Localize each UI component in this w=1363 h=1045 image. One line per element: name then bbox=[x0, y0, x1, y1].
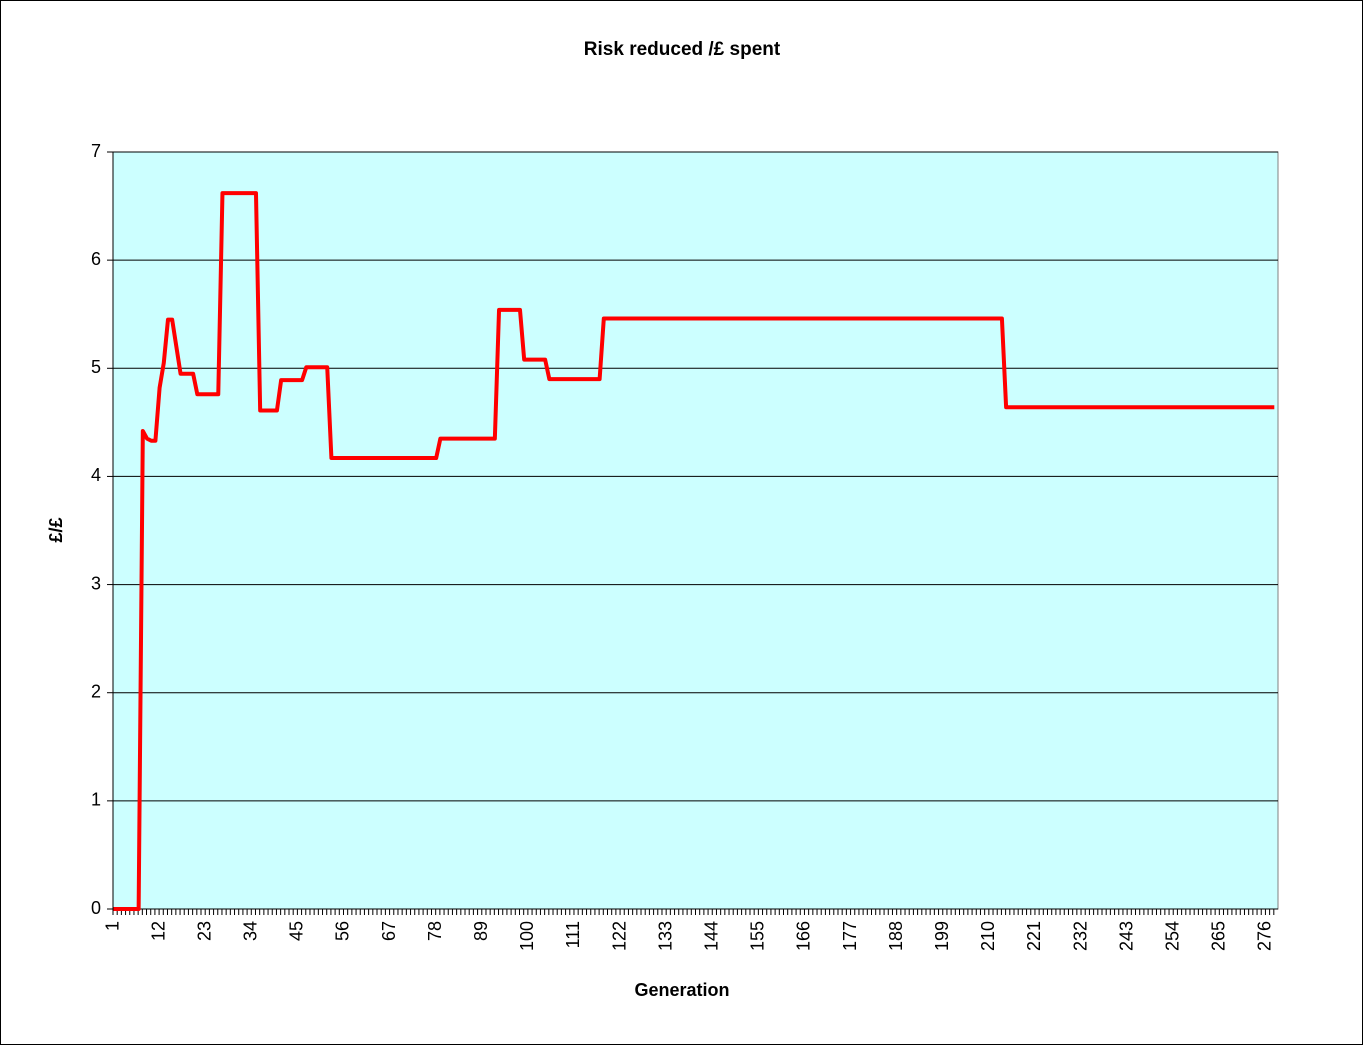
x-tick-label: 89 bbox=[471, 921, 491, 941]
x-tick-label: 188 bbox=[886, 921, 906, 951]
x-tick-label: 100 bbox=[517, 921, 537, 951]
y-tick-label: 0 bbox=[91, 898, 101, 918]
y-tick-label: 7 bbox=[91, 141, 101, 161]
x-tick-label: 177 bbox=[840, 921, 860, 951]
x-tick-label: 155 bbox=[748, 921, 768, 951]
y-tick-label: 3 bbox=[91, 573, 101, 593]
y-axis-title: £/£ bbox=[46, 517, 66, 542]
x-tick-label: 23 bbox=[194, 921, 214, 941]
x-tick-label: 133 bbox=[655, 921, 675, 951]
y-tick-label: 2 bbox=[91, 681, 101, 701]
chart-title: Risk reduced /£ spent bbox=[584, 39, 781, 60]
x-tick-label: 111 bbox=[563, 921, 583, 948]
x-tick-label: 166 bbox=[794, 921, 814, 951]
x-tick-label: 1 bbox=[102, 921, 122, 931]
data-line bbox=[113, 191, 1275, 911]
x-tick-label: 254 bbox=[1162, 921, 1182, 951]
x-tick-label: 12 bbox=[148, 921, 168, 941]
x-axis-title: Generation bbox=[634, 980, 729, 1000]
x-tick-label: 210 bbox=[978, 921, 998, 951]
x-tick-label: 78 bbox=[425, 921, 445, 941]
plot-area bbox=[112, 151, 1279, 910]
y-tick-label: 1 bbox=[91, 790, 101, 810]
y-tick-label: 5 bbox=[91, 357, 101, 377]
x-tick-label: 144 bbox=[702, 921, 722, 951]
x-tick-label: 34 bbox=[241, 921, 261, 941]
y-tick-label: 6 bbox=[91, 249, 101, 269]
x-tick-label: 265 bbox=[1209, 921, 1229, 951]
y-tick-label: 4 bbox=[91, 465, 101, 485]
x-tick-label: 122 bbox=[609, 921, 629, 951]
x-tick-label: 221 bbox=[1024, 921, 1044, 951]
x-tick-label: 45 bbox=[287, 921, 307, 941]
x-tick-label: 243 bbox=[1116, 921, 1136, 951]
x-tick-label: 56 bbox=[333, 921, 353, 941]
x-tick-label: 67 bbox=[379, 921, 399, 941]
x-tick-label: 232 bbox=[1070, 921, 1090, 951]
x-tick-label: 276 bbox=[1255, 921, 1275, 951]
x-tick-label: 199 bbox=[932, 921, 952, 951]
